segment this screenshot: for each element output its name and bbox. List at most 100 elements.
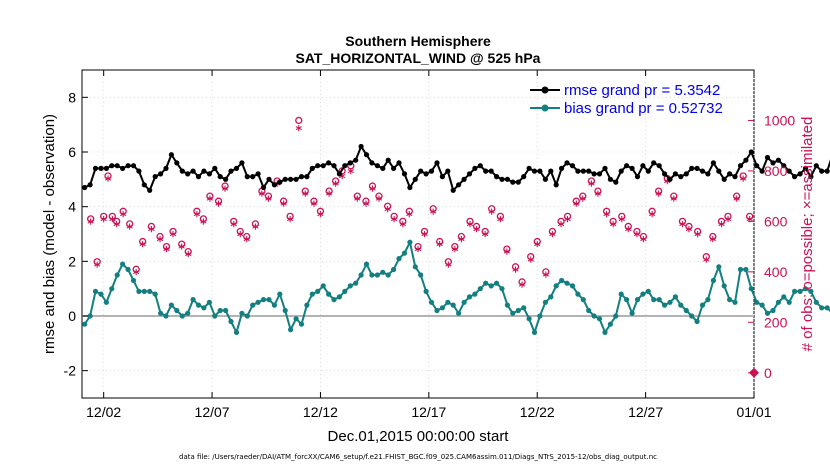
bias-point [304,302,310,308]
bias-point [678,302,684,308]
bias-point [168,302,174,308]
bias-point [662,302,668,308]
y-tick-label: 2 [68,253,76,269]
obs-possible-marker [548,227,557,236]
legend-bias-marker [541,104,549,112]
bias-point [326,291,332,297]
rmse-point [428,168,435,174]
bias-line [83,239,830,336]
bias-point [629,310,635,316]
bias-point [260,297,267,303]
obs-assimilated-marker: * [120,210,127,225]
obs-assimilated-marker: * [564,215,571,230]
bias-point [802,286,809,292]
obs-possible-marker [384,202,392,210]
obs-assimilated-marker: * [109,215,116,230]
obs-assimilated-marker: * [347,167,354,182]
obs-possible-marker [236,227,244,236]
bias-point [694,318,700,325]
obs-possible-marker [399,217,407,226]
rmse-point [737,163,744,169]
rmse-point [87,182,93,188]
obs-assimilated-marker: * [579,195,586,210]
obs-assimilated-marker: * [163,245,170,260]
rmse-point [569,163,576,169]
rmse-point [542,176,549,182]
bias-point [477,286,483,292]
rmse-point [212,165,218,171]
bias-point [152,291,158,297]
rmse-point [705,171,711,177]
obs-possible-marker [375,192,383,200]
rmse-point [461,176,467,182]
rmse-point [504,176,510,182]
bias-point [748,286,754,292]
obs-possible-marker [338,167,346,175]
y2-tick-label: 400 [764,264,788,280]
obs-assimilated-marker: * [339,172,346,187]
rmse-point [260,184,267,191]
obs-possible-marker [444,258,452,266]
bias-point [342,288,348,294]
obs-possible-marker [533,237,541,246]
rmse-point [239,160,245,166]
bias-point [499,286,505,292]
rmse-point [721,176,727,182]
obs-assimilated-marker: * [746,215,753,230]
x-tick-label: 12/02 [86,404,121,420]
rmse-point [808,174,814,180]
obs-assimilated-marker: * [406,210,413,225]
rmse-line [84,144,830,193]
obs-possible-marker [221,182,229,190]
rmse-point [775,157,782,163]
y-tick-label: 4 [68,199,76,215]
bias-point [656,297,662,303]
rmse-point [163,165,169,171]
rmse-point [781,163,787,169]
obs-assimilated-marker: * [94,260,101,275]
obs-assimilated-marker: * [326,190,333,205]
obs-possible-marker [251,220,260,228]
rmse-point [689,165,695,171]
bias-point [396,256,402,262]
rmse-point [401,171,408,177]
bias-point [195,302,202,308]
obs-count-layer: ******************* **** *** *********** ** *… [87,116,759,378]
bias-point [212,313,218,319]
y-tick-label: 0 [68,308,76,324]
bias-point [683,307,689,314]
bias-point [206,299,212,305]
bias-point [320,283,326,289]
bias-point [786,299,792,305]
bias-point [521,305,527,311]
bias-point [586,307,592,314]
rmse-point [656,163,662,169]
obs-possible-marker [316,207,325,215]
rmse-point [764,154,771,161]
bias-point [607,321,614,327]
bias-point [483,280,489,286]
rmse-point [315,163,321,169]
obs-assimilated-marker: * [206,195,213,210]
y-axis-label: rmse and bias (model - observation) [41,114,58,354]
legend: rmse grand pr = 5.3542 bias grand pr = 0… [530,82,723,117]
bias-point [569,283,576,289]
rmse-point [748,149,754,155]
obs-possible-marker [724,212,732,220]
x-tick-label: 12/07 [195,404,230,420]
x-tick-label: 12/27 [628,404,663,420]
obs-possible-marker [602,207,611,215]
obs-possible-marker [214,197,223,205]
rmse-point [759,168,765,174]
bias-point [428,299,435,305]
bias-point [92,288,99,294]
x-tick-label: 12/22 [520,404,555,420]
bias-point [515,307,521,314]
bias-point [147,288,153,294]
bias-point [141,288,147,294]
rmse-point [824,168,830,174]
rmse-point [98,165,104,171]
rmse-point [353,157,359,163]
y2-tick-label: 1000 [764,112,795,128]
